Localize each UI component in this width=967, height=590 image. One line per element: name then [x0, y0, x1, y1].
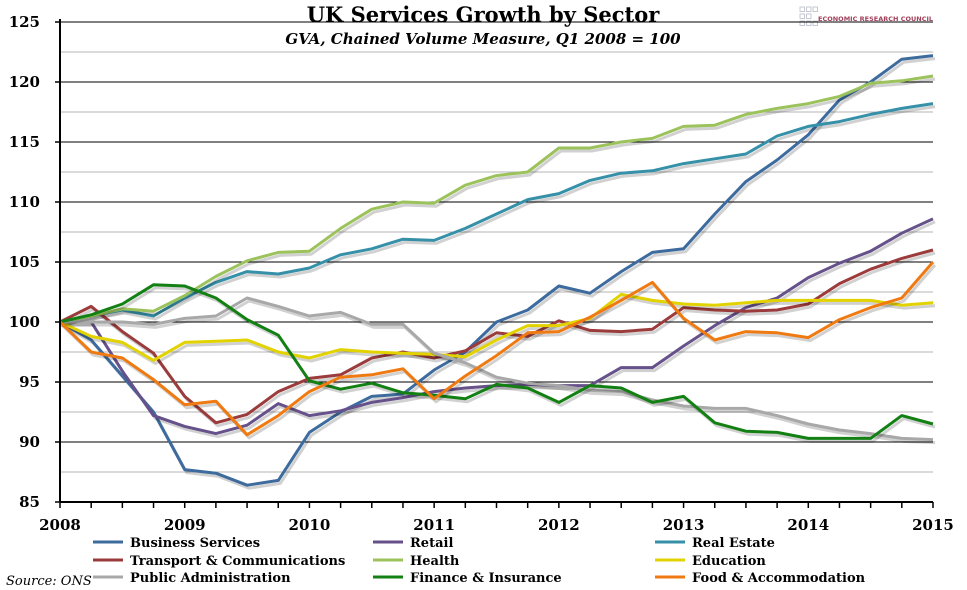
- legend-item: Health: [373, 554, 460, 569]
- y-tick-label: 85: [19, 493, 40, 511]
- series-shadow: [61, 77, 936, 327]
- y-tick-label: 100: [9, 313, 40, 331]
- legend-label: Health: [410, 554, 460, 569]
- legend-item: Retail: [373, 536, 453, 551]
- x-tick-label: 2008: [39, 516, 81, 534]
- legend-label: Real Estate: [692, 536, 775, 551]
- y-tick-label: 110: [9, 193, 40, 211]
- x-tick-label: 2015: [912, 516, 954, 534]
- logo-square: [799, 20, 805, 26]
- logo-square: [799, 6, 805, 12]
- series-shadow: [60, 264, 937, 440]
- legend-label: Transport & Communications: [130, 554, 345, 569]
- legend-item: Education: [655, 554, 766, 569]
- legend-item: Finance & Insurance: [373, 571, 562, 586]
- legend-item: Real Estate: [655, 536, 775, 551]
- legend-label: Education: [692, 554, 766, 569]
- x-tick-label: 2012: [538, 516, 580, 534]
- series-shadow: [62, 220, 936, 439]
- series-line-education: [59, 292, 934, 362]
- legend-label: Public Administration: [130, 571, 291, 586]
- logo-square: [812, 20, 818, 26]
- y-tick-label: 125: [9, 13, 40, 31]
- series-shadow: [61, 105, 936, 327]
- logo-text: ECONOMIC RESEARCH COUNCIL: [818, 15, 933, 23]
- chart-subtitle: GVA, Chained Volume Measure, Q1 2008 = 1…: [285, 30, 681, 48]
- chart-title: UK Services Growth by Sector: [307, 2, 661, 27]
- series-line-transport-communications: [59, 248, 934, 425]
- logo: ECONOMIC RESEARCH COUNCIL: [799, 6, 933, 26]
- series-line-real-estate: [59, 102, 934, 324]
- logo-square: [799, 13, 805, 19]
- series-shadow: [61, 286, 936, 443]
- series-shadow: [62, 299, 936, 445]
- y-tick-label: 120: [9, 73, 40, 91]
- logo-square: [806, 20, 812, 26]
- y-tick-label: 105: [9, 253, 40, 271]
- legend-item: Food & Accommodation: [655, 571, 866, 586]
- series-line-public-administration: [60, 296, 934, 442]
- y-tick-label: 95: [19, 373, 40, 391]
- logo-square: [812, 6, 818, 12]
- series-line-food-accommodation: [58, 261, 935, 437]
- legend-item: Public Administration: [93, 571, 291, 586]
- x-tick-label: 2011: [413, 516, 455, 534]
- x-tick-label: 2010: [289, 516, 331, 534]
- y-tick-label: 115: [9, 133, 40, 151]
- y-tick-label: 90: [19, 433, 40, 451]
- legend-item: Transport & Communications: [93, 554, 345, 569]
- logo-square: [806, 6, 812, 12]
- series-line-finance-insurance: [59, 283, 934, 440]
- legend-label: Finance & Insurance: [410, 571, 562, 586]
- series-shadow: [61, 57, 936, 490]
- series-line-health: [59, 74, 934, 324]
- x-tick-label: 2013: [663, 516, 705, 534]
- legend-label: Business Services: [130, 536, 260, 551]
- x-tick-label: 2009: [164, 516, 206, 534]
- logo-square: [806, 13, 812, 19]
- series-line-business-services: [59, 54, 934, 487]
- x-tick-label: 2014: [787, 516, 829, 534]
- series-shadow: [61, 295, 936, 365]
- legend-label: Food & Accommodation: [692, 571, 866, 586]
- legend-label: Retail: [410, 536, 453, 551]
- source-note: Source: ONS: [6, 574, 92, 589]
- legend-item: Business Services: [93, 536, 260, 551]
